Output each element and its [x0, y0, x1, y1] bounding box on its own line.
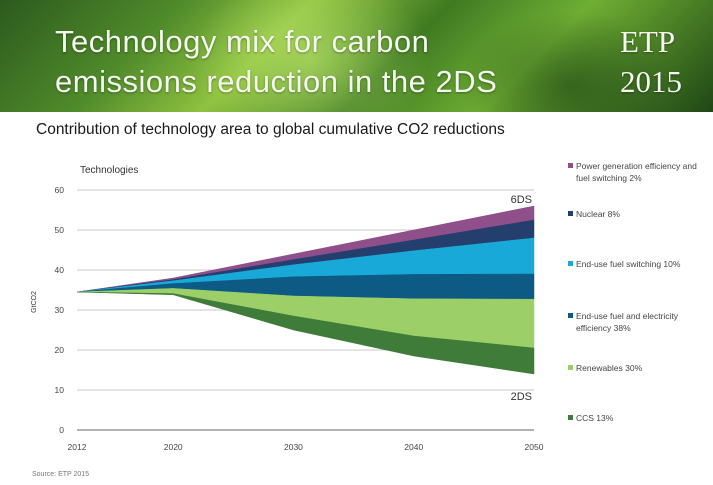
banner-title-line2: emissions reduction in the 2DS [55, 64, 498, 99]
legend-swatch [568, 415, 573, 420]
legend-label: End-use fuel and electricity efficiency … [576, 311, 679, 333]
etp-badge-line2: 2015 [620, 64, 682, 99]
etp-badge-line1: ETP [620, 24, 676, 59]
area-series [76, 205, 535, 375]
banner-title: Technology mix for carbon emissions redu… [55, 22, 555, 102]
header-banner: Technology mix for carbon emissions redu… [0, 0, 713, 112]
annotation-2ds: 2DS [511, 391, 532, 403]
x-tick-label-2030: 2030 [284, 442, 303, 452]
banner-sheen [180, 0, 440, 112]
legend-swatch [568, 261, 573, 266]
legend-swatch [568, 313, 573, 318]
legend-swatch [568, 211, 573, 216]
banner-title-line1: Technology mix for carbon [55, 24, 430, 59]
x-tick-label-2050: 2050 [525, 442, 544, 452]
source-note: Source: ETP 2015 [32, 471, 90, 478]
legend-item: Power generation efficiency and fuel swi… [568, 160, 708, 184]
legend-label: Nuclear 8% [576, 209, 620, 219]
y-tick-label-20: 20 [55, 345, 65, 355]
area-series-3 [76, 273, 535, 300]
annotation-6ds: 6DS [511, 194, 532, 206]
y-tick-label-10: 10 [55, 385, 65, 395]
y-tick-label-0: 0 [59, 425, 64, 435]
x-tick-label-2012: 2012 [68, 442, 87, 452]
legend-item: Nuclear 8% [568, 208, 708, 220]
y-tick-label-60: 60 [55, 185, 65, 195]
chart-title: Technologies [80, 165, 138, 176]
y-tick-label-50: 50 [55, 225, 65, 235]
legend-item: CCS 13% [568, 412, 708, 424]
x-tick-label-2040: 2040 [404, 442, 423, 452]
legend-label: Power generation efficiency and fuel swi… [576, 161, 697, 183]
legend-label: Renewables 30% [576, 363, 643, 373]
y-axis-label: GtCO2 [31, 291, 38, 313]
legend-label: End-use fuel switching 10% [576, 259, 681, 269]
area-series-5 [76, 291, 535, 375]
y-tick-label-30: 30 [55, 305, 65, 315]
legend-item: End-use fuel and electricity efficiency … [568, 310, 708, 334]
legend-item: End-use fuel switching 10% [568, 258, 708, 270]
y-tick-label-40: 40 [55, 265, 65, 275]
etp-badge: ETP 2015 [620, 22, 713, 102]
chart-subtitle: Contribution of technology area to globa… [36, 121, 505, 138]
legend-label: CCS 13% [576, 413, 614, 423]
legend-item: Renewables 30% [568, 362, 708, 374]
legend-swatch [568, 365, 573, 370]
legend-swatch [568, 163, 573, 168]
x-tick-label-2020: 2020 [164, 442, 183, 452]
